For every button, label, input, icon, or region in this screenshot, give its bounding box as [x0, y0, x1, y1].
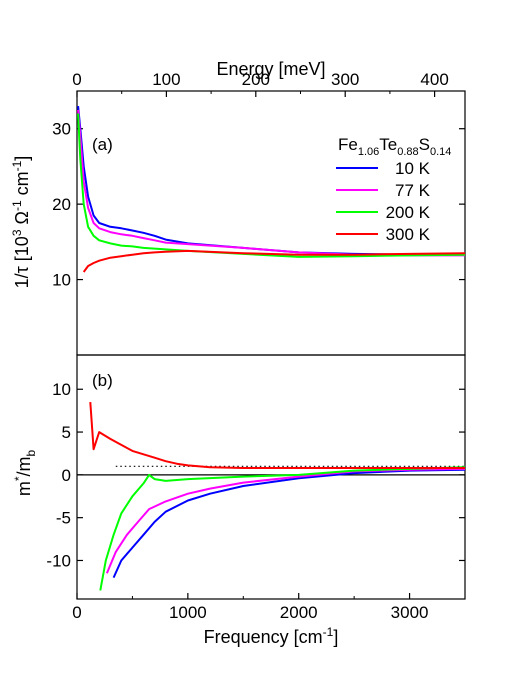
panel-1-y-tick-label--5: -5	[56, 509, 71, 528]
energy-tick-label-0: 0	[72, 70, 81, 89]
panel-a-tag: (a)	[92, 135, 113, 154]
compound-fe-sub: 1.06	[358, 146, 379, 158]
x-tick-label-2000: 2000	[280, 603, 318, 622]
panel-0-y-tick-label-20: 20	[52, 195, 71, 214]
compound-s: S	[419, 135, 430, 154]
panel-0-series-77k	[77, 109, 465, 257]
panel-0-series-200k	[77, 113, 466, 258]
energy-tick-label-300: 300	[331, 70, 359, 89]
legend-label-10k: 10 K	[395, 159, 431, 178]
legend-label-200k: 200 K	[386, 203, 431, 222]
compound-s-sub: 0.14	[430, 146, 451, 158]
compound-fe: Fe	[338, 135, 358, 154]
energy-tick-label-400: 400	[420, 70, 448, 89]
compound-te-sub: 0.88	[397, 146, 418, 158]
panel-1-y-tick-label-5: 5	[62, 423, 71, 442]
panel-b-frame	[76, 354, 466, 600]
panel-0-y-tick-label-10: 10	[52, 271, 71, 290]
panel-b-tag: (b)	[92, 371, 113, 390]
panel-0-y-tick-label-30: 30	[52, 120, 71, 139]
energy-axis-title: Energy [meV]	[216, 59, 325, 79]
panel-1-series-10k	[112, 468, 466, 579]
frequency-axis-title: Frequency [cm-1]	[204, 625, 339, 647]
panel-1-series-300k	[89, 402, 465, 469]
panel-0-series-300k	[82, 249, 466, 273]
panel-1-series-77k	[105, 467, 466, 574]
panel-1-y-tick-label--10: -10	[46, 551, 71, 570]
compound-label: Fe1.06Te0.88S0.14	[338, 135, 451, 158]
panel-a-y-title: 1/τ [103 Ω-1 cm-1]	[10, 156, 32, 289]
energy-tick-label-100: 100	[152, 70, 180, 89]
x-tick-label-1000: 1000	[169, 603, 207, 622]
compound-te: Te	[379, 135, 397, 154]
panel-1-y-tick-label-0: 0	[62, 466, 71, 485]
x-tick-label-3000: 3000	[391, 603, 429, 622]
legend-label-77k: 77 K	[395, 181, 431, 200]
legend-label-300k: 300 K	[386, 225, 431, 244]
energy-tick-label-200: 200	[242, 70, 270, 89]
panel-1-series-200k	[99, 466, 466, 591]
panel-a-frame	[76, 90, 466, 356]
x-tick-label-0: 0	[72, 603, 81, 622]
panel-b-y-title: m*/mb	[12, 450, 38, 497]
panel-1-y-tick-label-10: 10	[52, 380, 71, 399]
